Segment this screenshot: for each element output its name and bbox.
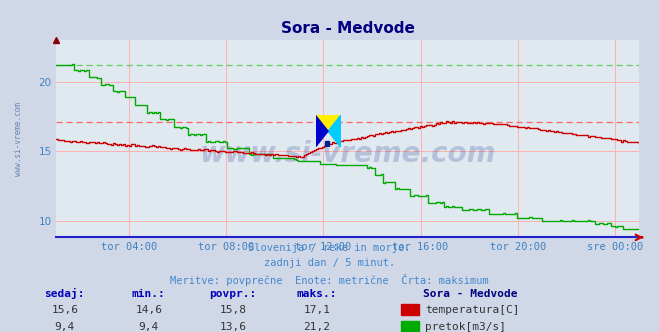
Text: 14,6: 14,6 (135, 304, 162, 315)
Text: 15,8: 15,8 (219, 304, 246, 315)
Title: Sora - Medvode: Sora - Medvode (281, 21, 415, 36)
Text: 21,2: 21,2 (303, 322, 330, 332)
Text: Meritve: povprečne  Enote: metrične  Črta: maksimum: Meritve: povprečne Enote: metrične Črta:… (170, 274, 489, 286)
Bar (401, 304, 418, 315)
Text: www.si-vreme.com: www.si-vreme.com (14, 102, 22, 176)
Text: povpr.:: povpr.: (209, 289, 256, 299)
Text: maks.:: maks.: (297, 289, 337, 299)
Text: www.si-vreme.com: www.si-vreme.com (200, 140, 496, 168)
Text: 9,4: 9,4 (55, 322, 75, 332)
Polygon shape (316, 116, 328, 147)
Text: pretok[m3/s]: pretok[m3/s] (425, 322, 506, 332)
Text: Sora - Medvode: Sora - Medvode (423, 289, 518, 299)
Polygon shape (316, 116, 341, 131)
Text: min.:: min.: (132, 289, 165, 299)
Text: temperatura[C]: temperatura[C] (425, 304, 520, 315)
Polygon shape (328, 116, 341, 147)
Text: Slovenija / reke in morje.: Slovenija / reke in morje. (248, 243, 411, 253)
Text: 15,6: 15,6 (51, 304, 78, 315)
Text: 17,1: 17,1 (303, 304, 330, 315)
Text: zadnji dan / 5 minut.: zadnji dan / 5 minut. (264, 258, 395, 268)
Text: 9,4: 9,4 (138, 322, 159, 332)
Text: sedaj:: sedaj: (45, 289, 85, 299)
Text: 13,6: 13,6 (219, 322, 246, 332)
Bar (401, 321, 418, 332)
Bar (325, 141, 329, 147)
